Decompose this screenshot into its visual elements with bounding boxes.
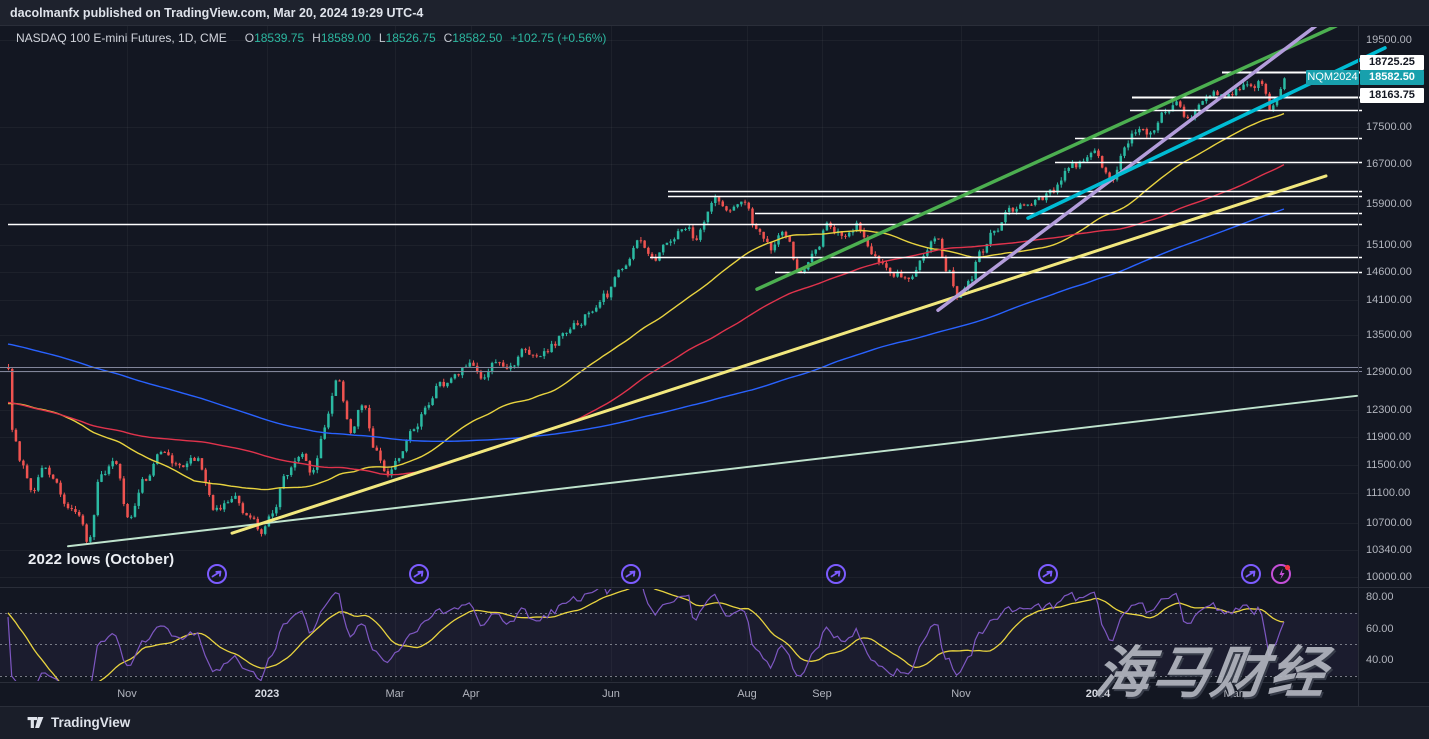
symbol-legend: NASDAQ 100 E-mini Futures, 1D, CME O18539… (16, 31, 606, 45)
annotation-2022-lows: 2022 lows (October) (28, 551, 175, 568)
low-value: 18526.75 (385, 31, 436, 45)
footer-bar: TradingView (0, 707, 1429, 739)
close-label: C (443, 31, 453, 45)
idea-arrow-icon[interactable] (206, 563, 228, 585)
price-tick: 14100.00 (1366, 294, 1412, 307)
high-value: 18589.00 (320, 31, 371, 45)
footer-separator (0, 706, 1429, 707)
price-tick: 12300.00 (1366, 404, 1412, 417)
indicator-tick: 60.00 (1366, 622, 1394, 635)
indicator-tick: 80.00 (1366, 591, 1394, 603)
price-tick: 16700.00 (1366, 158, 1412, 171)
tradingview-logo-icon (27, 716, 44, 729)
price-scale-separator (1358, 26, 1359, 706)
time-tick: 2024 (1085, 688, 1111, 700)
time-tick: Sep (812, 688, 832, 700)
contract-tag-nqm2024: NQM2024 (1306, 70, 1359, 85)
price-tick: 15900.00 (1366, 197, 1412, 210)
time-tick: Jun (602, 688, 620, 700)
low-label: L (378, 31, 386, 45)
tradingview-logo[interactable]: TradingView (26, 713, 130, 732)
price-tick: 10000.00 (1366, 571, 1412, 583)
change-value: +102.75 (+0.56%) (510, 31, 607, 45)
time-axis-separator (0, 682, 1429, 683)
time-tick: Nov (117, 688, 137, 700)
price-tick: 10340.00 (1366, 544, 1412, 557)
price-tick: 11900.00 (1366, 431, 1412, 443)
price-tick: 15100.00 (1366, 239, 1412, 252)
tradingview-logo-text: TradingView (51, 715, 131, 730)
time-tick: Apr (462, 688, 480, 700)
time-tick: Mar (1223, 688, 1243, 700)
published-info: dacolmanfx published on TradingView.com,… (10, 6, 424, 20)
idea-arrow-icon[interactable] (408, 563, 430, 585)
idea-arrow-icon[interactable] (1037, 563, 1059, 585)
pane-separator-main-rsi[interactable] (0, 587, 1429, 588)
price-badge-lower: 18163.75 (1360, 88, 1424, 103)
idea-arrow-icon[interactable] (1240, 563, 1262, 585)
price-tick: 12900.00 (1366, 366, 1412, 379)
time-tick: Nov (951, 688, 971, 700)
idea-arrow-icon[interactable] (825, 563, 847, 585)
close-value: 18582.50 (452, 31, 503, 45)
time-tick: 2023 (254, 688, 280, 700)
open-label: O (244, 31, 255, 45)
last-price-badge: 18582.50 (1360, 70, 1424, 85)
published-header: dacolmanfx published on TradingView.com,… (0, 0, 1429, 26)
price-tick: 14600.00 (1366, 266, 1412, 279)
high-label: H (312, 31, 321, 45)
price-tick: 11500.00 (1366, 458, 1412, 471)
price-tick: 10700.00 (1366, 516, 1412, 529)
price-badge-upper: 18725.25 (1360, 55, 1424, 70)
time-tick: Aug (737, 688, 757, 700)
time-tick: Mar (385, 688, 405, 700)
open-value: 18539.75 (254, 31, 305, 45)
flash-event-icon[interactable] (1270, 563, 1292, 585)
symbol-title: NASDAQ 100 E-mini Futures, 1D, CME (16, 31, 227, 45)
price-tick: 11100.00 (1366, 487, 1411, 500)
price-tick: 13500.00 (1366, 329, 1412, 342)
idea-arrow-icon[interactable] (620, 563, 642, 585)
price-tick: 19500.00 (1366, 33, 1412, 46)
indicator-tick: 40.00 (1366, 654, 1394, 666)
price-tick: 17500.00 (1366, 120, 1412, 133)
